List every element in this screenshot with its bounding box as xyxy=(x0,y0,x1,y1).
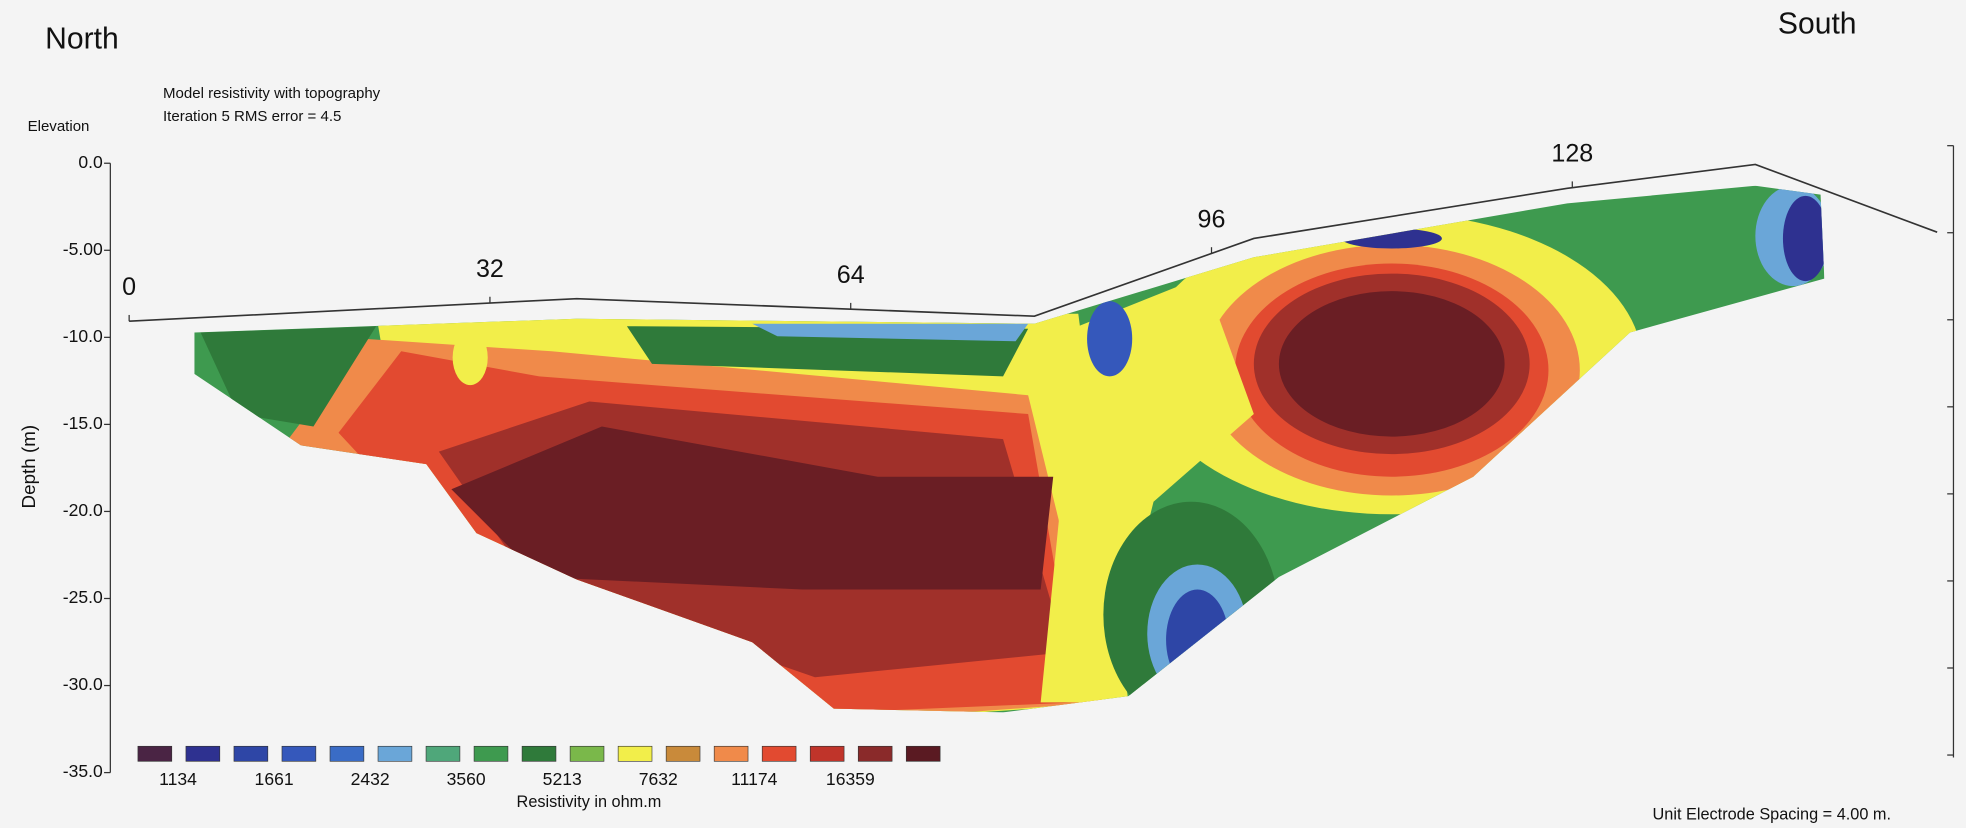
legend-swatch xyxy=(809,745,845,762)
legend-swatch xyxy=(137,745,173,762)
legend-label: 1134 xyxy=(159,769,197,789)
contour-fill xyxy=(451,426,1054,590)
contour-fill xyxy=(752,323,1029,342)
y-tick-label: -15.0 xyxy=(63,413,103,433)
legend-swatch xyxy=(281,745,317,762)
footnote: Unit Electrode Spacing = 4.00 m. xyxy=(1653,806,1891,824)
legend-title: Resistivity in ohm.m xyxy=(517,793,662,811)
legend-swatch xyxy=(329,745,365,762)
legend-label: 1661 xyxy=(255,769,294,789)
x-tick-label: 0 xyxy=(122,273,136,301)
contour-fill xyxy=(1278,291,1505,437)
legend-swatch xyxy=(233,745,269,762)
legend-label: 16359 xyxy=(826,769,875,789)
legend-swatch xyxy=(665,745,701,762)
legend-swatch xyxy=(185,745,221,762)
y-axis-label: Depth (m) xyxy=(18,425,39,509)
legend-swatch xyxy=(521,745,557,762)
legend-label: 7632 xyxy=(639,769,678,789)
y-tick-label: 0.0 xyxy=(78,152,103,172)
x-tick-label: 32 xyxy=(476,255,504,283)
legend-swatch xyxy=(857,745,893,762)
contour-fill xyxy=(1087,301,1133,377)
elevation-label: Elevation xyxy=(28,118,90,135)
y-tick-label: -25.0 xyxy=(63,587,103,607)
legend-swatch xyxy=(617,745,653,762)
chart-title: Model resistivity with topography xyxy=(163,85,381,102)
legend-swatch xyxy=(713,745,749,762)
legend-label: 5213 xyxy=(543,769,582,789)
left-label: North xyxy=(45,22,119,55)
x-tick-label: 96 xyxy=(1198,205,1226,233)
legend-label: 2432 xyxy=(351,769,390,789)
chart-subtitle: Iteration 5 RMS error = 4.5 xyxy=(163,108,341,125)
legend-label: 11174 xyxy=(731,769,777,789)
right-label: South xyxy=(1778,7,1857,40)
y-tick-label: -5.00 xyxy=(63,239,103,259)
topography xyxy=(129,163,1938,323)
contour-fill xyxy=(1040,276,1254,703)
legend-swatch xyxy=(761,745,797,762)
contour-fill xyxy=(1782,195,1825,282)
y-tick-label: -20.0 xyxy=(63,500,103,520)
legend-swatch xyxy=(473,745,509,762)
y-tick-label: -35.0 xyxy=(63,761,103,781)
legend-swatch xyxy=(377,745,413,762)
legend-swatch xyxy=(905,745,941,762)
contour-fill xyxy=(200,326,377,427)
y-tick-label: -30.0 xyxy=(63,674,103,694)
y-tick-label: -10.0 xyxy=(63,326,103,346)
legend-swatch xyxy=(425,745,461,762)
legend-label: 3560 xyxy=(447,769,486,789)
x-tick-label: 128 xyxy=(1551,140,1593,168)
contour-fill xyxy=(452,329,488,386)
legend-swatch xyxy=(569,745,605,762)
x-tick-label: 64 xyxy=(837,261,865,289)
